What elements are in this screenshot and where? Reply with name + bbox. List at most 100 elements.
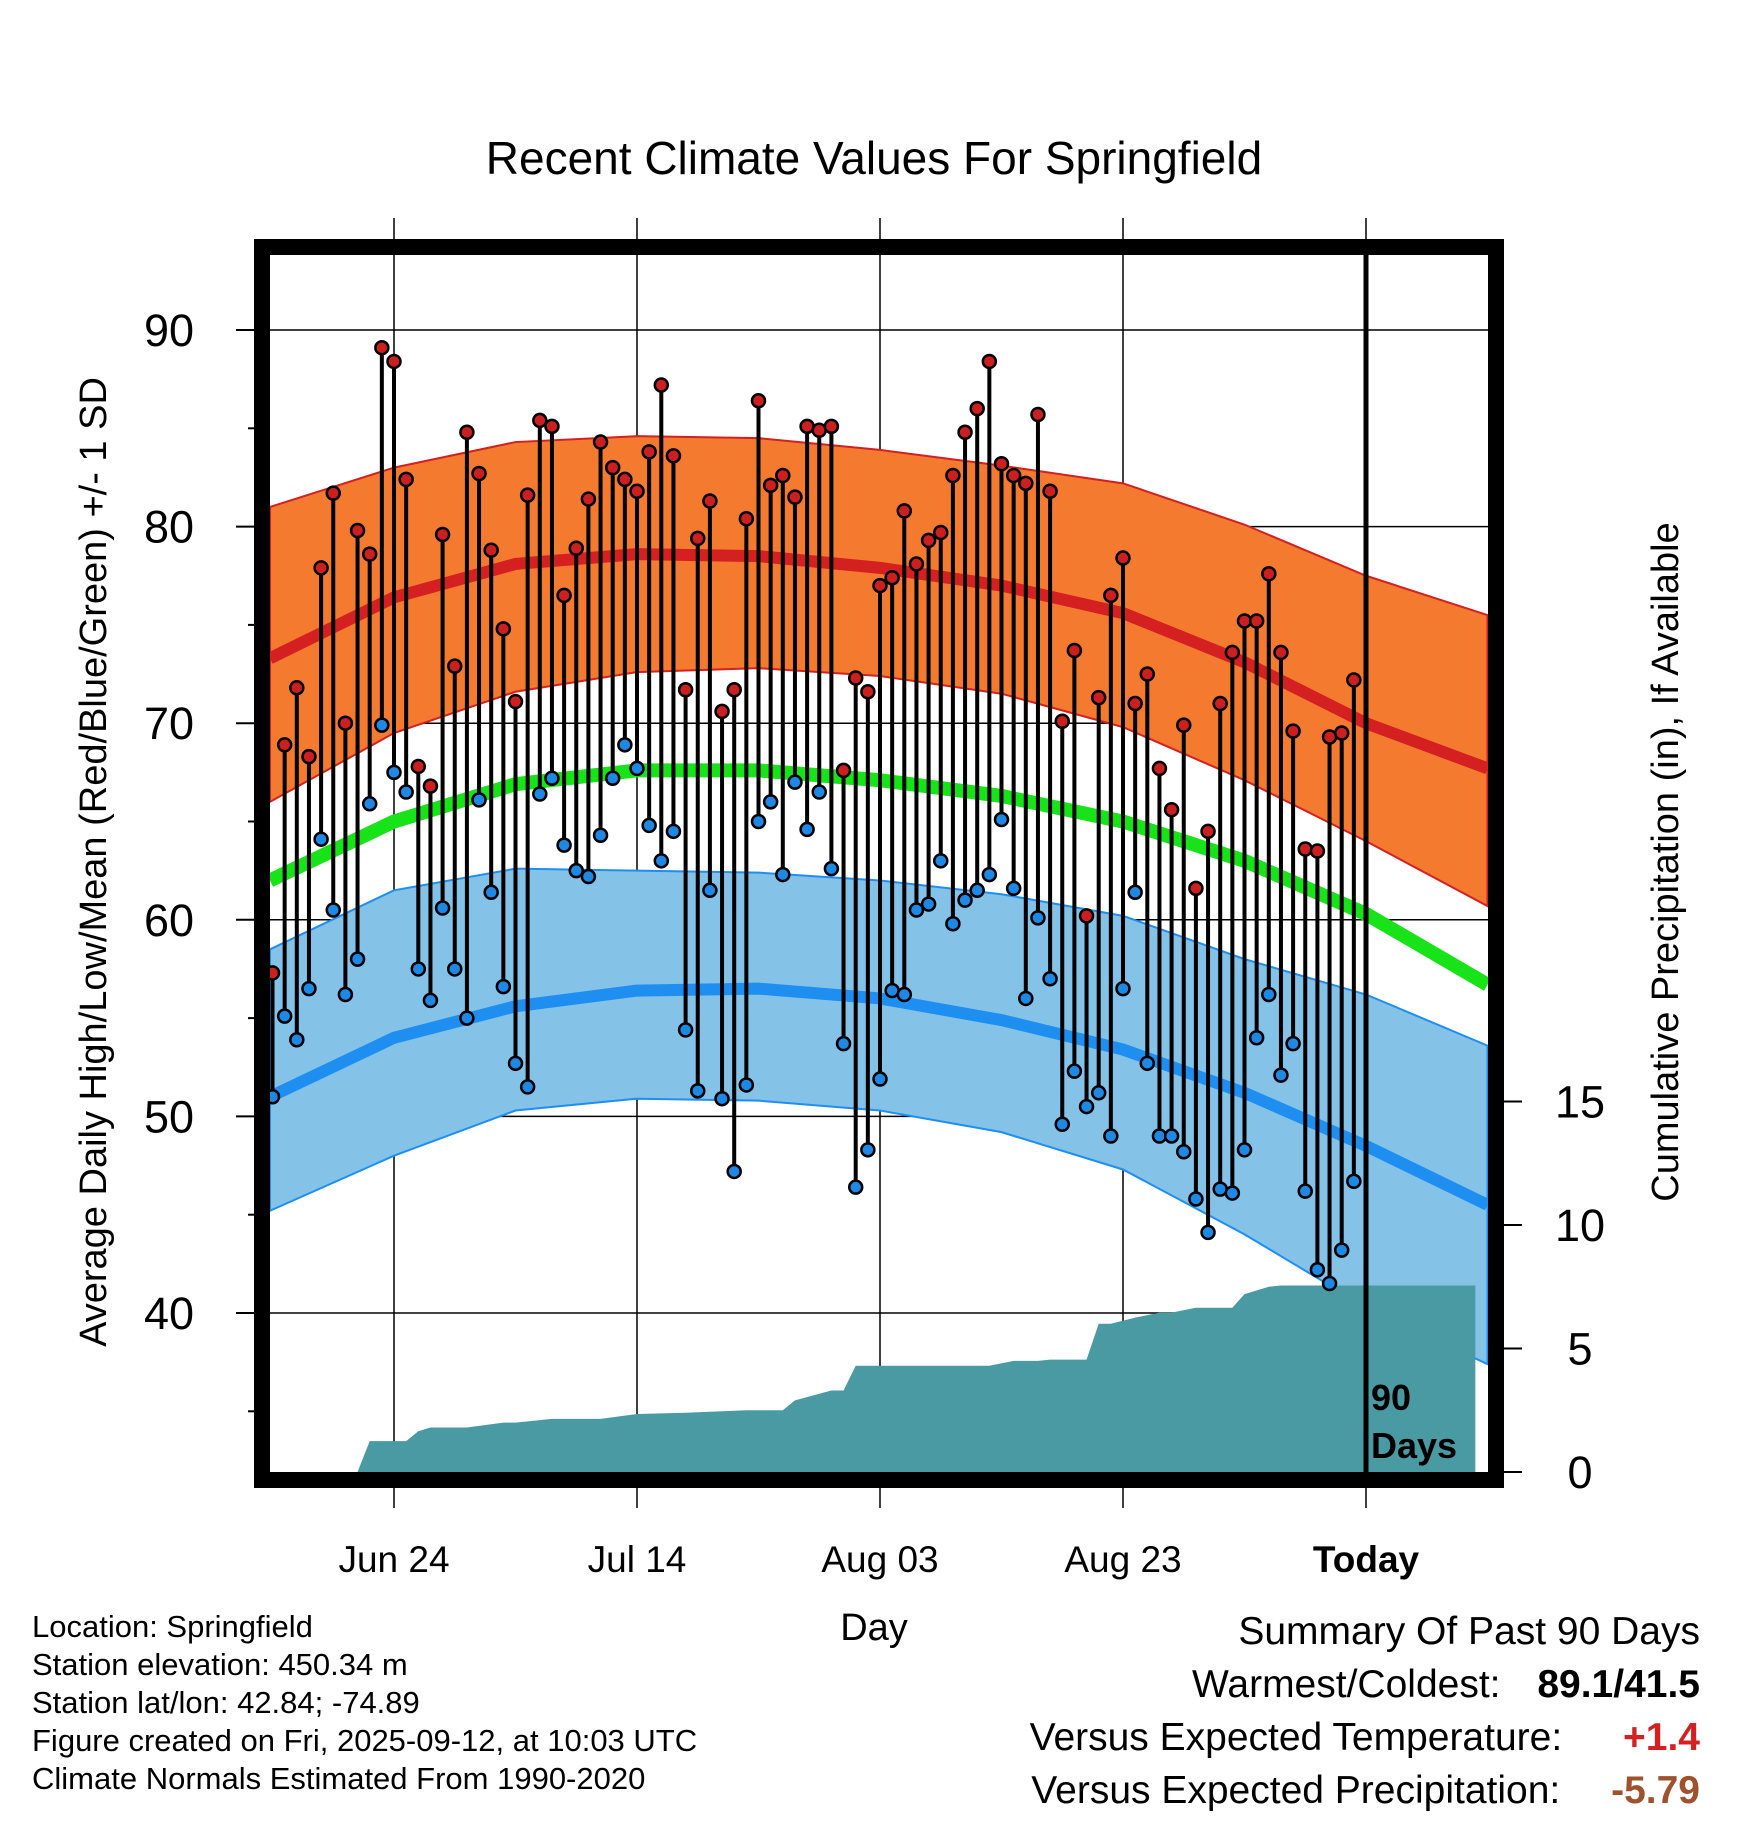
daily-high-point (1309, 843, 1326, 859)
daily-high-point (289, 680, 305, 696)
today-days-label: 90 (1371, 1377, 1411, 1418)
daily-low-point (617, 737, 633, 753)
daily-low-point (1236, 1142, 1253, 1158)
daily-low-point (301, 980, 317, 997)
daily-high-point (459, 424, 475, 440)
daily-high-point (896, 503, 913, 519)
daily-low-point (920, 896, 937, 912)
daily-high-point (1127, 695, 1143, 712)
daily-low-point (374, 717, 390, 733)
daily-high-point (592, 434, 609, 450)
daily-low-point (787, 774, 803, 790)
daily-low-point (398, 784, 414, 800)
daily-low-point (945, 915, 961, 932)
daily-low-point (726, 1163, 742, 1180)
today-days-label: Days (1371, 1425, 1457, 1466)
daily-low-point (592, 827, 609, 844)
daily-low-point (847, 1179, 864, 1195)
daily-low-point (568, 862, 584, 879)
daily-high-point (1103, 587, 1119, 604)
daily-high-point (1285, 723, 1301, 739)
summary-heading: Summary Of Past 90 Days (1238, 1610, 1700, 1653)
daily-low-point (556, 837, 572, 853)
daily-low-point (762, 794, 779, 810)
y2-tick-label: 10 (1555, 1200, 1605, 1251)
daily-high-point (495, 621, 512, 637)
y-tick-label: 60 (144, 895, 194, 946)
daily-low-point (1224, 1185, 1241, 1201)
daily-high-point (1200, 823, 1216, 840)
daily-high-point (945, 467, 961, 484)
precip-label: Versus Expected Precipitation: (1031, 1769, 1561, 1812)
daily-high-point (750, 393, 767, 409)
elevation-text: Station elevation: 450.34 m (32, 1647, 408, 1682)
daily-low-point (1346, 1173, 1362, 1190)
daily-high-point (1261, 566, 1277, 582)
daily-high-point (1212, 695, 1228, 712)
daily-low-point (750, 813, 767, 830)
daily-high-point (787, 489, 803, 505)
x-tick-label: Today (1313, 1539, 1420, 1580)
daily-high-point (604, 459, 621, 476)
daily-high-point (410, 758, 427, 775)
daily-high-point (337, 715, 354, 731)
daily-low-point (1115, 980, 1131, 997)
daily-high-point (908, 556, 925, 572)
chart-title: Recent Climate Values For Springfield (486, 132, 1262, 184)
daily-high-point (1163, 801, 1180, 818)
daily-low-point (1090, 1085, 1107, 1101)
today-marker: 90 Days (1363, 247, 1457, 1472)
daily-low-point (860, 1142, 876, 1158)
y-tick-label: 40 (144, 1288, 194, 1339)
daily-low-point (1297, 1183, 1313, 1199)
daily-high-point (1030, 406, 1046, 423)
daily-high-point (1078, 908, 1095, 924)
daily-low-point (507, 1055, 524, 1072)
daily-high-point (1188, 880, 1204, 897)
daily-low-point (434, 900, 451, 916)
daily-low-point (1005, 880, 1022, 897)
daily-high-point (374, 339, 390, 356)
daily-high-point (434, 526, 451, 543)
daily-low-point (1200, 1224, 1216, 1241)
daily-low-point (1030, 910, 1046, 926)
daily-high-point (422, 778, 439, 794)
daily-high-point (361, 546, 378, 562)
daily-low-point (495, 978, 512, 995)
daily-low-point (471, 792, 487, 808)
daily-low-point (799, 821, 815, 838)
created-text: Figure created on Fri, 2025-09-12, at 10… (32, 1723, 698, 1758)
daily-high-point (276, 737, 293, 753)
daily-high-point (1018, 475, 1034, 492)
daily-low-point (835, 1035, 852, 1052)
high-normal-line (267, 548, 1490, 775)
daily-low-point (519, 1079, 536, 1095)
daily-low-point (641, 817, 657, 834)
daily-low-point (349, 951, 366, 967)
y2-tick-label: 0 (1567, 1447, 1592, 1498)
y2-tick-label: 15 (1555, 1077, 1605, 1128)
x-tick-label: Aug 03 (821, 1539, 938, 1580)
daily-high-point (471, 465, 487, 482)
daily-low-point (1285, 1035, 1301, 1052)
daily-high-point (957, 424, 973, 440)
y-tick-label: 70 (144, 698, 194, 749)
daily-low-point (629, 760, 645, 777)
daily-low-point (289, 1031, 305, 1048)
daily-range-stems (270, 347, 1356, 1284)
daily-high-point (641, 444, 657, 460)
y2-tick-label: 5 (1567, 1324, 1592, 1375)
daily-low-point (665, 823, 682, 840)
daily-high-point (1151, 760, 1168, 777)
daily-low-point (544, 770, 560, 786)
daily-high-point (313, 560, 329, 576)
daily-low-point (422, 992, 439, 1009)
latlon-text: Station lat/lon: 42.84; -74.89 (32, 1685, 420, 1720)
daily-low-point (1127, 884, 1143, 901)
normals-text: Climate Normals Estimated From 1990-2020 (32, 1761, 646, 1796)
daily-low-point (1066, 1063, 1083, 1079)
daily-high-point (1054, 713, 1070, 729)
daily-high-point (544, 418, 560, 435)
daily-low-point (908, 902, 925, 918)
